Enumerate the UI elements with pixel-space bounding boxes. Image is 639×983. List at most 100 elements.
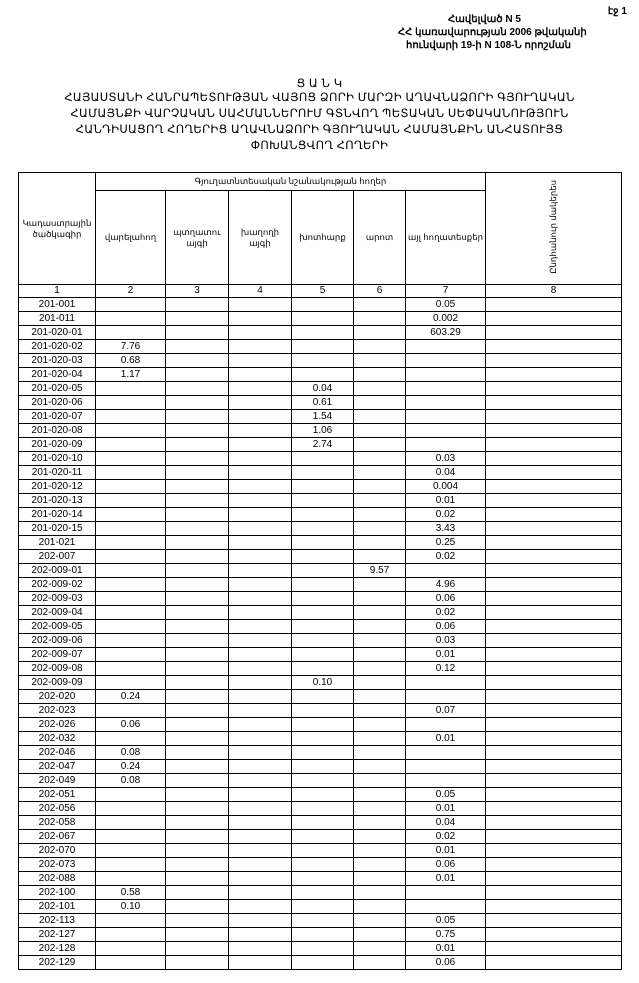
area-cell — [165, 563, 229, 578]
table-row: 201-021 0.25 — [18, 535, 622, 550]
area-cell — [228, 409, 292, 424]
area-cell — [228, 703, 292, 718]
cadastral-code-cell: 201-020-11 — [18, 465, 96, 480]
cadastral-code-cell: 201-020-09 — [18, 437, 96, 452]
area-cell — [228, 479, 292, 494]
area-cell — [228, 927, 292, 942]
area-cell — [485, 759, 622, 774]
area-cell — [291, 451, 354, 466]
area-cell — [95, 633, 166, 648]
area-cell — [228, 661, 292, 676]
area-cell — [291, 507, 354, 522]
area-cell — [485, 297, 622, 312]
table-row: 202-009-02 4.96 — [18, 577, 622, 592]
area-cell — [165, 773, 229, 788]
area-cell — [228, 353, 292, 368]
area-cell — [165, 689, 229, 704]
area-cell — [353, 871, 406, 886]
area-cell — [165, 591, 229, 606]
area-cell — [291, 773, 354, 788]
area-cell — [228, 437, 292, 452]
area-cell — [353, 507, 406, 522]
area-cell — [165, 549, 229, 564]
area-cell — [485, 703, 622, 718]
area-cell: 603.29 — [405, 325, 486, 340]
area-cell — [353, 591, 406, 606]
column-number: 4 — [228, 284, 292, 298]
cadastral-code-cell: 202-032 — [18, 731, 96, 746]
area-cell — [353, 745, 406, 760]
area-cell — [353, 899, 406, 914]
area-cell — [95, 787, 166, 802]
area-cell — [485, 577, 622, 592]
table-row: 202-047 0.24 — [18, 759, 622, 774]
area-cell — [405, 423, 486, 438]
area-cell — [353, 367, 406, 382]
area-cell — [353, 339, 406, 354]
area-cell — [95, 311, 166, 326]
area-cell: 1.54 — [291, 409, 354, 424]
area-cell — [165, 507, 229, 522]
table-row: 201-020-02 7.76 — [18, 339, 622, 354]
table-row: 202-009-08 0.12 — [18, 661, 622, 676]
table-row: 202-070 0.01 — [18, 843, 622, 858]
area-cell — [228, 605, 292, 620]
area-cell — [485, 731, 622, 746]
area-cell — [228, 913, 292, 928]
table-row: 201-020-05 0.04 — [18, 381, 622, 396]
area-cell — [485, 437, 622, 452]
area-cell — [485, 619, 622, 634]
table-row: 202-009-04 0.02 — [18, 605, 622, 620]
area-cell — [165, 913, 229, 928]
cadastral-code-cell: 201-020-03 — [18, 353, 96, 368]
area-cell: 0.68 — [95, 353, 166, 368]
area-cell — [95, 591, 166, 606]
cadastral-code-cell: 202-009-04 — [18, 605, 96, 620]
table-row: 202-007 0.02 — [18, 549, 622, 564]
area-cell — [353, 689, 406, 704]
area-cell — [291, 605, 354, 620]
table-row: 201-020-11 0.04 — [18, 465, 622, 480]
area-cell — [165, 479, 229, 494]
area-cell — [291, 815, 354, 830]
area-cell: 0.12 — [405, 661, 486, 676]
table-row: 202-009-06 0.03 — [18, 633, 622, 648]
area-cell — [228, 395, 292, 410]
area-cell — [165, 647, 229, 662]
area-cell — [485, 871, 622, 886]
area-cell — [353, 941, 406, 956]
cadastral-code-cell: 202-051 — [18, 787, 96, 802]
header-other-land: այլ հողատեսքեր — [405, 190, 486, 285]
cadastral-code-cell: 202-009-02 — [18, 577, 96, 592]
cadastral-code-cell: 201-020-08 — [18, 423, 96, 438]
area-cell: 0.002 — [405, 311, 486, 326]
area-cell — [353, 409, 406, 424]
area-cell — [95, 577, 166, 592]
table-row: 201-020-10 0.03 — [18, 451, 622, 466]
area-cell — [485, 549, 622, 564]
annex-number: Հավելված N 5 — [448, 14, 521, 25]
area-cell — [165, 465, 229, 480]
area-cell — [228, 731, 292, 746]
area-cell — [95, 521, 166, 536]
area-cell — [228, 591, 292, 606]
area-cell — [165, 339, 229, 354]
table-row: 202-009-05 0.06 — [18, 619, 622, 634]
area-cell — [95, 857, 166, 872]
area-cell: 0.58 — [95, 885, 166, 900]
area-cell — [228, 843, 292, 858]
area-cell — [353, 353, 406, 368]
area-cell — [353, 437, 406, 452]
table-row: 201-020-09 2.74 — [18, 437, 622, 452]
area-cell — [353, 465, 406, 480]
area-cell — [291, 339, 354, 354]
area-cell: 0.02 — [405, 605, 486, 620]
cadastral-code-cell: 202-023 — [18, 703, 96, 718]
area-cell — [95, 535, 166, 550]
area-cell — [228, 759, 292, 774]
area-cell — [228, 829, 292, 844]
cadastral-code-cell: 202-113 — [18, 913, 96, 928]
area-cell — [228, 339, 292, 354]
column-number: 1 — [18, 284, 96, 298]
land-table: Կադաստրային ծածկագիր Գյուղատնտեսական նշա… — [18, 172, 622, 970]
